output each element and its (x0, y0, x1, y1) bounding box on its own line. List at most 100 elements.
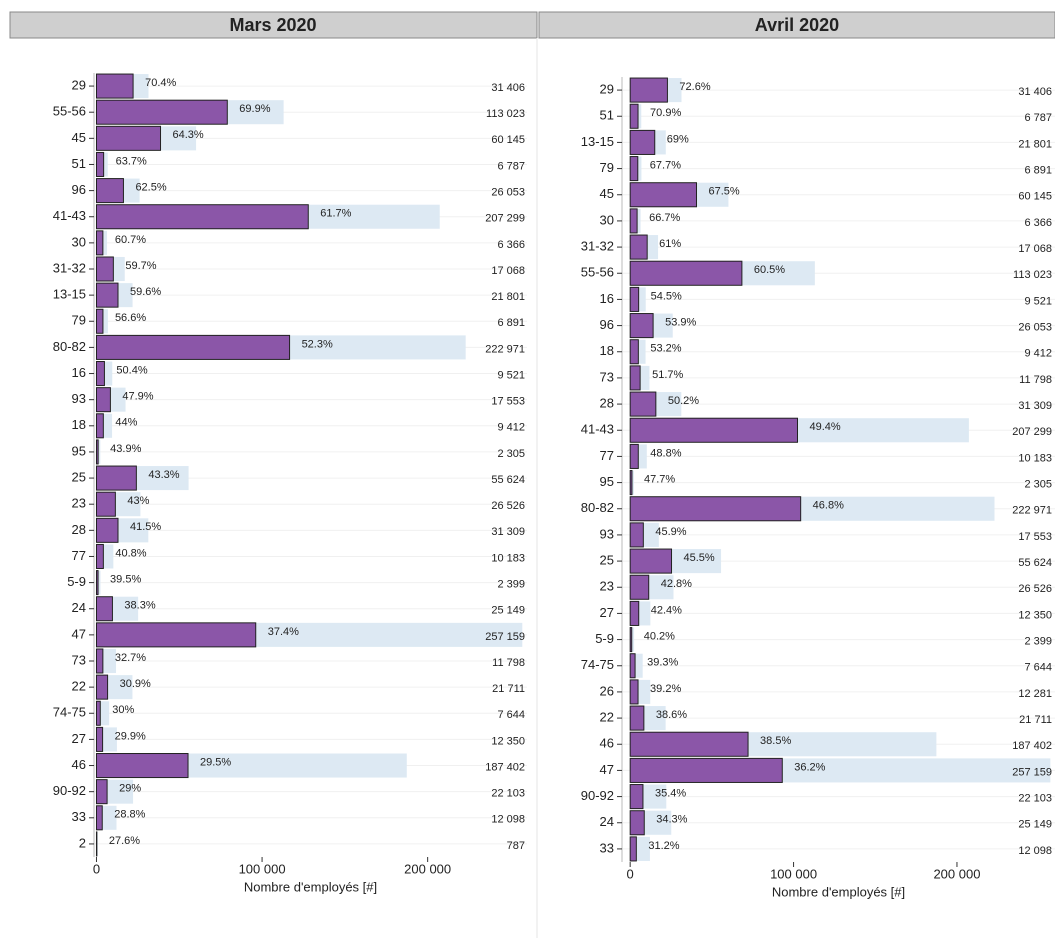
y-tick-label: 45 (72, 130, 86, 145)
share-bar (96, 152, 103, 176)
percent-label: 59.6% (130, 286, 161, 298)
share-bar (96, 335, 289, 359)
y-tick-label: 23 (600, 579, 614, 594)
total-label: 207 299 (485, 213, 525, 225)
percent-label: 31.2% (648, 840, 679, 852)
percent-label: 59.7% (125, 260, 156, 272)
percent-label: 60.7% (115, 234, 146, 246)
x-tick-label: 100 000 (239, 861, 286, 876)
percent-label: 43.3% (148, 469, 179, 481)
total-label: 26 053 (491, 187, 525, 199)
share-bar (630, 837, 636, 861)
percent-label: 45.5% (684, 552, 715, 564)
total-label: 25 149 (1018, 819, 1052, 831)
total-label: 207 299 (1012, 426, 1052, 438)
share-bar (96, 283, 118, 307)
total-label: 6 787 (1024, 112, 1052, 124)
total-label: 113 023 (1013, 269, 1052, 281)
percent-label: 61% (659, 238, 681, 250)
share-bar (630, 183, 696, 207)
y-tick-label: 73 (600, 369, 614, 384)
share-bar (96, 74, 133, 98)
share-bar (96, 544, 103, 568)
share-bar (630, 157, 638, 181)
share-bar (630, 471, 632, 495)
y-tick-label: 77 (72, 548, 86, 563)
y-tick-label: 79 (72, 313, 86, 328)
share-bar (630, 78, 667, 102)
percent-label: 67.5% (709, 186, 740, 198)
total-label: 2 305 (1024, 478, 1052, 490)
y-tick-label: 2 (79, 835, 86, 850)
y-tick-label: 96 (600, 317, 614, 332)
total-label: 26 053 (1018, 321, 1052, 333)
y-tick-label: 18 (600, 343, 614, 358)
y-tick-label: 22 (72, 679, 86, 694)
share-bar (630, 732, 748, 756)
y-tick-label: 95 (600, 474, 614, 489)
total-label: 222 971 (485, 343, 525, 355)
percent-label: 47.7% (644, 473, 675, 485)
y-tick-label: 26 (600, 683, 614, 698)
percent-label: 63.7% (116, 155, 147, 167)
share-bar (96, 492, 115, 516)
y-tick-label: 93 (600, 526, 614, 541)
y-tick-label: 47 (600, 762, 614, 777)
percent-label: 72.6% (679, 81, 710, 93)
x-tick-label: 100 000 (770, 866, 817, 881)
percent-label: 69% (667, 133, 689, 145)
y-tick-label: 22 (600, 710, 614, 725)
total-label: 21 801 (491, 291, 525, 303)
total-label: 31 406 (491, 82, 525, 94)
share-bar (630, 811, 644, 835)
share-bar (96, 571, 98, 595)
y-tick-label: 28 (72, 522, 86, 537)
share-bar (630, 758, 782, 782)
total-label: 6 787 (497, 160, 525, 172)
percent-label: 48.8% (650, 447, 681, 459)
percent-label: 47.9% (122, 391, 153, 403)
y-tick-label: 45 (600, 186, 614, 201)
share-bar (96, 179, 123, 203)
y-tick-label: 55-56 (581, 265, 614, 280)
total-label: 6 891 (497, 317, 525, 329)
share-bar (630, 497, 801, 521)
total-label: 2 399 (1024, 635, 1052, 647)
y-tick-label: 33 (600, 840, 614, 855)
share-bar (630, 366, 640, 390)
y-tick-label: 74-75 (581, 657, 614, 672)
percent-label: 29.9% (115, 730, 146, 742)
y-tick-label: 80-82 (53, 339, 86, 354)
total-label: 2 305 (497, 448, 525, 460)
y-tick-label: 5-9 (595, 631, 614, 646)
y-tick-label: 46 (600, 736, 614, 751)
percent-label: 67.7% (650, 159, 681, 171)
y-tick-label: 51 (600, 108, 614, 123)
total-label: 7 644 (497, 709, 525, 721)
y-tick-label: 46 (72, 757, 86, 772)
percent-label: 64.3% (173, 129, 204, 141)
total-label: 26 526 (1018, 583, 1052, 595)
share-bar (630, 392, 656, 416)
x-tick-label: 0 (627, 866, 634, 881)
share-bar (96, 806, 102, 830)
total-label: 12 098 (491, 814, 525, 826)
panel-title: Mars 2020 (229, 15, 316, 35)
percent-label: 50.4% (116, 364, 147, 376)
total-label: 2 399 (497, 579, 525, 591)
panel-title: Avril 2020 (755, 15, 839, 35)
total-label: 21 801 (1018, 138, 1052, 150)
percent-label: 30.9% (120, 678, 151, 690)
percent-label: 50.2% (668, 395, 699, 407)
percent-label: 54.5% (651, 290, 682, 302)
y-tick-label: 24 (600, 814, 614, 829)
y-tick-label: 30 (72, 234, 86, 249)
total-label: 25 149 (491, 605, 525, 617)
total-label: 6 891 (1024, 164, 1052, 176)
share-bar (96, 675, 107, 699)
share-bar (96, 623, 255, 647)
total-label: 31 309 (1018, 400, 1052, 412)
y-tick-label: 31-32 (581, 239, 614, 254)
total-label: 257 159 (1012, 766, 1052, 778)
